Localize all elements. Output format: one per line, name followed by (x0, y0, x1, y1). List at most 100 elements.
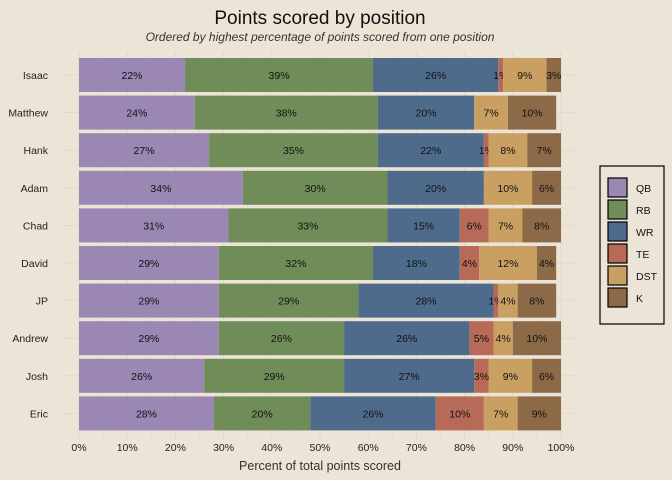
bar-segment-wr (377, 133, 484, 168)
data-label: 39% (269, 70, 290, 82)
x-tick-label: 60% (358, 442, 379, 454)
data-label: 29% (138, 333, 159, 345)
bar-segment-qb (79, 246, 219, 280)
data-label: 20% (252, 408, 273, 420)
data-label: 10% (497, 183, 518, 195)
data-label: 10% (522, 108, 543, 120)
bar-segment-te (483, 133, 489, 168)
data-label: 22% (420, 145, 441, 157)
bar-segment-rb (204, 358, 345, 393)
bar-segment-dst (498, 283, 518, 318)
bar-segment-rb (213, 396, 311, 431)
data-label: 24% (126, 108, 147, 120)
legend-label: DST (636, 271, 658, 283)
data-label: 8% (500, 145, 515, 157)
data-label: 26% (271, 333, 292, 345)
bar-segment-wr (387, 208, 460, 243)
data-label: 8% (529, 296, 544, 308)
bar-segment-dst (483, 170, 533, 205)
bar-segment-qb (79, 58, 186, 92)
y-tick-label: Eric (30, 408, 48, 420)
legend-swatch (607, 221, 628, 242)
bar-segment-te (469, 321, 494, 356)
data-label: 4% (462, 258, 477, 270)
x-tick-label: 0% (71, 442, 86, 454)
data-label: 32% (285, 258, 306, 270)
data-label: 20% (416, 108, 437, 120)
data-label: 26% (131, 371, 152, 383)
data-label: 6% (539, 183, 554, 195)
bar-segment-k (527, 133, 561, 168)
bar-segment-te (498, 58, 504, 92)
x-tick-label: 10% (117, 442, 138, 454)
legend-swatch (607, 287, 628, 308)
data-label: 7% (493, 408, 508, 420)
data-label: 4% (496, 333, 511, 345)
bar-segment-wr (358, 283, 494, 318)
chart-title: Points scored by position (214, 8, 425, 29)
legend-label: TE (636, 249, 649, 261)
y-axis-labels: Isaac Matthew Hank Adam Chad David JP Andrew Jos… (8, 70, 48, 420)
bar-segment-wr (344, 321, 470, 356)
bar-segment-wr (377, 95, 475, 130)
data-label: 4% (500, 296, 515, 308)
y-tick-label: Josh (26, 371, 48, 383)
bar-segment-dst (503, 58, 547, 92)
x-tick-label: 40% (261, 442, 282, 454)
data-label: 10% (526, 333, 547, 345)
x-tick-label: 70% (406, 442, 427, 454)
y-tick-label: Isaac (23, 70, 48, 82)
bar-segment-qb (79, 358, 205, 393)
bar-segment-dst (488, 133, 528, 168)
data-label: 31% (143, 220, 164, 232)
bar-segment-qb (79, 321, 219, 356)
bar-segment-k (532, 170, 561, 205)
bar-segment-wr (373, 58, 499, 92)
data-label: 29% (138, 258, 159, 270)
bar-segment-te (493, 283, 499, 318)
data-label: 30% (305, 183, 326, 195)
data-label: 15% (413, 220, 434, 232)
legend-swatch (607, 177, 628, 198)
bar-segment-te (459, 208, 489, 243)
bar-segment-k (512, 321, 561, 356)
data-label: 6% (467, 220, 482, 232)
bar-segment-k (507, 95, 557, 130)
bar-segment-rb (185, 58, 374, 92)
x-axis-title: Percent of total points scored (239, 459, 401, 473)
data-label: 18% (406, 258, 427, 270)
bar-segment-k (517, 396, 561, 431)
legend: QB RB WR TE DST K (599, 165, 665, 325)
bar-segment-dst (479, 246, 537, 280)
bar-segment-wr (310, 396, 436, 431)
data-label: 7% (498, 220, 513, 232)
data-label: 5% (474, 333, 489, 345)
y-tick-label: JP (36, 296, 48, 308)
bar-segment-rb (218, 321, 345, 356)
bar-segment-dst (483, 396, 518, 431)
data-label: 9% (532, 408, 547, 420)
data-label: 38% (276, 108, 297, 120)
legend-swatch (607, 199, 628, 220)
y-tick-label: Chad (23, 220, 48, 232)
data-label: 27% (399, 371, 420, 383)
bar-segment-qb (79, 283, 219, 318)
data-label: 27% (134, 145, 155, 157)
bar-segment-k (536, 246, 557, 280)
data-label: 28% (136, 408, 157, 420)
data-label: 12% (497, 258, 518, 270)
data-label: 26% (363, 408, 384, 420)
y-tick-label: Andrew (12, 333, 48, 345)
bar-segment-dst (493, 321, 513, 356)
bar-segment-te (459, 246, 480, 280)
x-tick-label: 30% (213, 442, 234, 454)
data-label: 28% (416, 296, 437, 308)
bar-segment-k (517, 283, 557, 318)
bar-segment-rb (194, 95, 378, 130)
data-label: 8% (534, 220, 549, 232)
bar-segment-rb (228, 208, 388, 243)
data-label: 9% (503, 371, 518, 383)
bar-segment-dst (488, 358, 533, 393)
data-label: 10% (449, 408, 470, 420)
